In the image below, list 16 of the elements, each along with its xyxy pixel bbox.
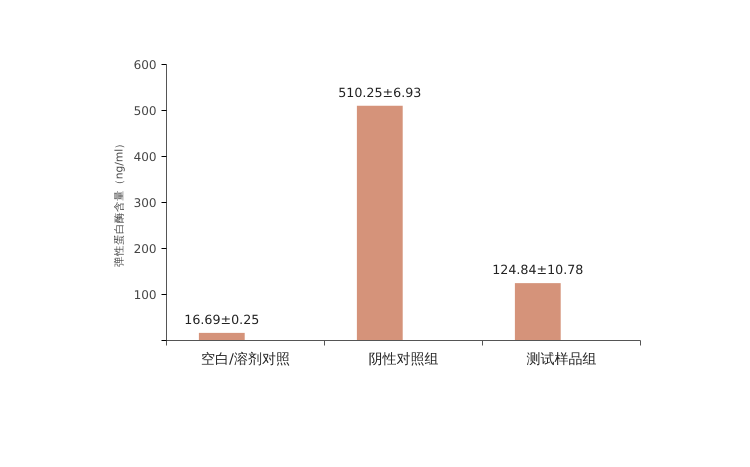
x-tick-label: 空白/溶剂对照 [201, 352, 290, 368]
y-tick-label: 100 [134, 288, 156, 302]
bar [514, 283, 561, 340]
y-tick-label: 500 [134, 104, 156, 118]
y-tick-label: 600 [134, 58, 156, 72]
y-tick-label: 300 [134, 196, 156, 210]
data-label: 124.84±10.78 [492, 262, 584, 278]
data-label: 510.25±6.93 [338, 84, 422, 100]
x-tick-label: 测试样品组 [526, 352, 596, 368]
bar [198, 332, 245, 340]
y-tick-label: 400 [134, 150, 156, 164]
x-tick-label: 阴性对照组 [368, 352, 438, 368]
y-tick-label: 200 [134, 242, 156, 256]
y-axis-title: 弹性蛋白酶含量（ng/ml） [112, 138, 126, 268]
bar [356, 106, 403, 340]
data-label: 16.69±0.25 [184, 312, 260, 327]
